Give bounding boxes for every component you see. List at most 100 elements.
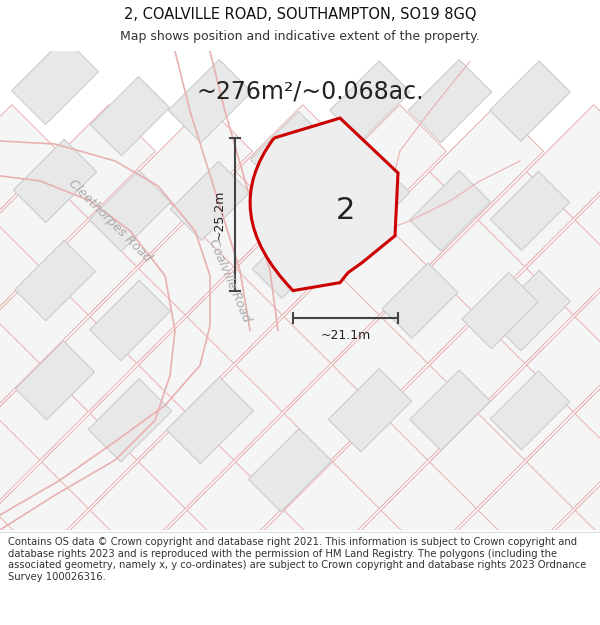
Polygon shape xyxy=(284,346,398,460)
Polygon shape xyxy=(490,171,569,251)
Polygon shape xyxy=(0,443,10,557)
Polygon shape xyxy=(430,492,544,605)
Polygon shape xyxy=(248,429,332,512)
Polygon shape xyxy=(575,346,600,460)
Text: Contains OS data © Crown copyright and database right 2021. This information is : Contains OS data © Crown copyright and d… xyxy=(8,537,586,582)
Polygon shape xyxy=(168,59,252,142)
Polygon shape xyxy=(167,377,253,464)
Polygon shape xyxy=(329,61,410,141)
Polygon shape xyxy=(381,443,495,557)
Polygon shape xyxy=(478,443,592,557)
Text: Coalville Road: Coalville Road xyxy=(206,238,253,324)
Polygon shape xyxy=(0,395,58,509)
Polygon shape xyxy=(236,201,349,315)
Polygon shape xyxy=(187,443,301,557)
Polygon shape xyxy=(90,346,204,460)
Polygon shape xyxy=(236,395,349,509)
Polygon shape xyxy=(284,443,398,557)
Text: 2, COALVILLE ROAD, SOUTHAMPTON, SO19 8GQ: 2, COALVILLE ROAD, SOUTHAMPTON, SO19 8GQ xyxy=(124,7,476,22)
Polygon shape xyxy=(332,492,446,605)
Polygon shape xyxy=(170,161,250,241)
Polygon shape xyxy=(41,105,155,218)
Polygon shape xyxy=(410,370,490,451)
Polygon shape xyxy=(490,371,569,450)
Polygon shape xyxy=(88,379,172,462)
Text: ~25.2m: ~25.2m xyxy=(212,189,226,239)
Polygon shape xyxy=(89,281,170,361)
Polygon shape xyxy=(430,201,544,315)
Polygon shape xyxy=(139,298,253,412)
Polygon shape xyxy=(0,298,58,412)
Text: ~21.1m: ~21.1m xyxy=(320,329,371,342)
Polygon shape xyxy=(332,395,446,509)
Polygon shape xyxy=(139,395,253,509)
Polygon shape xyxy=(478,153,592,267)
Polygon shape xyxy=(187,153,301,267)
Polygon shape xyxy=(0,250,107,363)
Polygon shape xyxy=(139,105,253,218)
Polygon shape xyxy=(527,395,600,509)
Polygon shape xyxy=(41,492,155,605)
Polygon shape xyxy=(284,153,398,267)
Polygon shape xyxy=(527,298,600,412)
Polygon shape xyxy=(0,153,107,267)
Polygon shape xyxy=(90,153,204,267)
Polygon shape xyxy=(478,346,592,460)
Polygon shape xyxy=(13,139,97,222)
Polygon shape xyxy=(11,38,98,124)
Polygon shape xyxy=(0,250,10,363)
Polygon shape xyxy=(139,201,253,315)
Polygon shape xyxy=(0,346,107,460)
Polygon shape xyxy=(478,250,592,363)
Polygon shape xyxy=(0,492,58,605)
Polygon shape xyxy=(575,250,600,363)
Polygon shape xyxy=(328,369,412,452)
Polygon shape xyxy=(187,250,301,363)
Polygon shape xyxy=(14,241,95,321)
Polygon shape xyxy=(89,170,170,251)
Polygon shape xyxy=(139,492,253,605)
Polygon shape xyxy=(430,298,544,412)
Polygon shape xyxy=(187,346,301,460)
Polygon shape xyxy=(381,153,495,267)
Polygon shape xyxy=(462,272,538,349)
Polygon shape xyxy=(91,77,170,156)
Text: ~276m²/~0.068ac.: ~276m²/~0.068ac. xyxy=(196,79,424,103)
Polygon shape xyxy=(490,61,571,141)
Polygon shape xyxy=(381,250,495,363)
Polygon shape xyxy=(381,346,495,460)
Text: 2: 2 xyxy=(335,196,355,226)
Polygon shape xyxy=(236,492,349,605)
Polygon shape xyxy=(331,161,410,241)
Polygon shape xyxy=(332,201,446,315)
Polygon shape xyxy=(0,153,10,267)
Polygon shape xyxy=(527,492,600,605)
Polygon shape xyxy=(284,250,398,363)
Polygon shape xyxy=(527,201,600,315)
Polygon shape xyxy=(41,298,155,412)
PathPatch shape xyxy=(250,118,398,291)
Polygon shape xyxy=(41,395,155,509)
Polygon shape xyxy=(332,298,446,412)
Polygon shape xyxy=(16,341,95,420)
Polygon shape xyxy=(430,395,544,509)
Polygon shape xyxy=(0,443,107,557)
Polygon shape xyxy=(430,105,544,218)
Polygon shape xyxy=(382,263,458,338)
Text: Map shows position and indicative extent of the property.: Map shows position and indicative extent… xyxy=(120,31,480,43)
Polygon shape xyxy=(410,171,490,251)
Polygon shape xyxy=(575,443,600,557)
Polygon shape xyxy=(575,153,600,267)
Polygon shape xyxy=(0,105,58,218)
Text: Cleethorpes Road: Cleethorpes Road xyxy=(66,177,154,265)
Polygon shape xyxy=(250,111,329,191)
Polygon shape xyxy=(0,346,10,460)
Polygon shape xyxy=(527,105,600,218)
Polygon shape xyxy=(408,59,492,142)
Polygon shape xyxy=(236,298,349,412)
Polygon shape xyxy=(490,271,571,351)
Polygon shape xyxy=(0,201,58,315)
Polygon shape xyxy=(332,105,446,218)
Polygon shape xyxy=(90,443,204,557)
Polygon shape xyxy=(90,250,204,363)
